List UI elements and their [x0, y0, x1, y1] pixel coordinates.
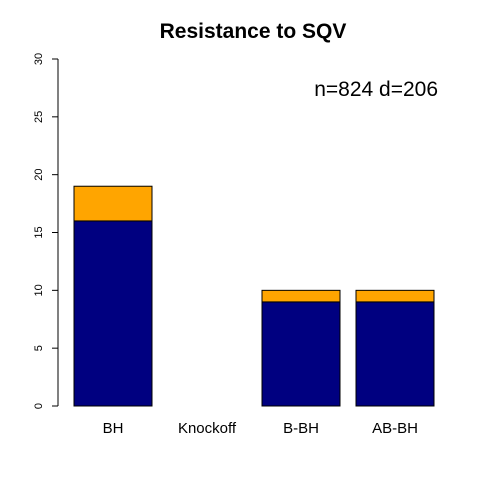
bars-group — [73, 185, 435, 407]
x-tick-label: B-BH — [283, 420, 319, 437]
y-tick-label: 20 — [33, 169, 45, 181]
y-tick-label: 10 — [33, 284, 45, 296]
y-tick-label: 30 — [33, 53, 45, 65]
y-tick-label: 25 — [33, 111, 45, 123]
bar-segment — [73, 220, 153, 407]
chart-annotation: n=824 d=206 — [314, 78, 438, 101]
y-tick-label: 0 — [33, 403, 45, 409]
x-tick-label: Knockoff — [178, 420, 237, 437]
bar-segment — [355, 289, 435, 303]
bar-segment — [355, 301, 435, 407]
bar-segment — [261, 301, 341, 407]
bar-segment — [73, 185, 153, 222]
x-tick-label: BH — [103, 420, 124, 437]
x-tick-label: AB-BH — [372, 420, 418, 437]
y-axis: 0 5 10 15 20 25 30 — [33, 53, 59, 409]
y-tick-label: 5 — [33, 345, 45, 351]
x-axis-labels: BH Knockoff B-BH AB-BH — [103, 420, 418, 437]
y-tick-label: 15 — [33, 226, 45, 238]
bar-segment — [261, 289, 341, 303]
chart-title: Resistance to SQV — [160, 20, 347, 43]
